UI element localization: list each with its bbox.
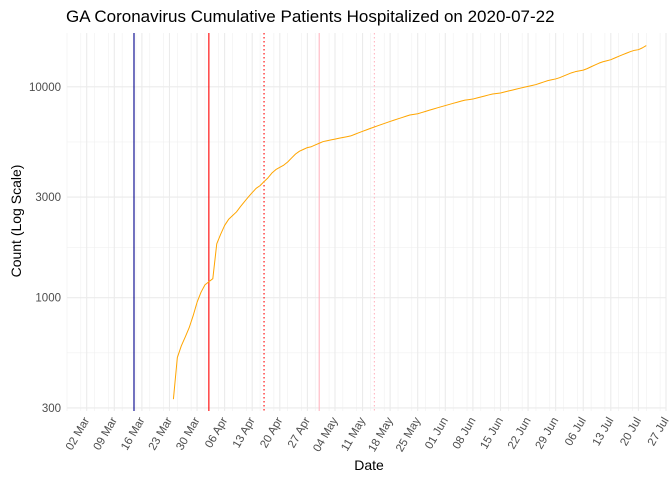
series-layer [172, 45, 647, 400]
y-axis-title: Count (Log Scale) [8, 165, 24, 278]
x-tick-label: 01 Jun [423, 416, 451, 452]
x-tick-label: 29 Jun [534, 416, 562, 452]
x-axis-ticks: 02 Mar 09 Mar 16 Mar 23 Mar 30 Mar 06 Apr 13 A… [64, 415, 672, 454]
x-tick-label: 23 Mar [147, 415, 175, 452]
x-tick-label: 25 May [394, 415, 423, 454]
x-tick-label: 08 Jun [451, 416, 479, 452]
x-tick-label: 27 Jul [646, 416, 672, 449]
x-axis-title: Date [354, 457, 384, 473]
y-tick-label: 3000 [35, 192, 61, 204]
x-tick-label: 30 Mar [174, 415, 202, 452]
series-line-1 [172, 45, 647, 400]
x-tick-label: 04 May [311, 415, 340, 454]
y-tick-label: 10000 [29, 82, 61, 94]
x-tick-label: 13 Apr [231, 415, 258, 450]
x-tick-label: 27 Apr [286, 415, 313, 450]
x-tick-label: 11 May [339, 415, 368, 453]
grid [66, 33, 667, 411]
x-tick-label: 15 Jun [478, 415, 506, 451]
x-tick-label: 20 Apr [258, 415, 285, 450]
y-tick-label: 1000 [35, 293, 61, 305]
x-tick-label: 16 Mar [119, 415, 147, 452]
y-axis-ticks: 300 1000 3000 10000 [29, 82, 61, 415]
y-tick-label: 300 [42, 403, 61, 415]
x-tick-label: 13 Jul [591, 416, 617, 449]
x-tick-label: 06 Apr [203, 415, 230, 450]
x-tick-label: 06 Jul [563, 416, 589, 449]
x-tick-label: 09 Mar [92, 415, 120, 452]
x-tick-label: 02 Mar [64, 415, 92, 452]
x-tick-label: 22 Jun [506, 416, 534, 452]
x-tick-label: 20 Jul [618, 416, 644, 449]
chart-title: GA Coronavirus Cumulative Patients Hospi… [66, 7, 555, 26]
reference-lines [133, 33, 375, 411]
x-tick-label: 18 May [366, 415, 395, 454]
